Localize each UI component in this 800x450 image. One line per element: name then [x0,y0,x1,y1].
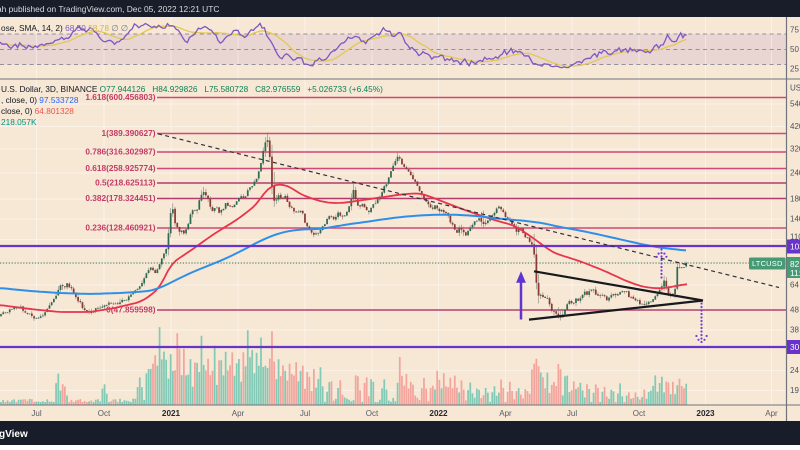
svg-text:140: 140 [790,215,800,224]
svg-text:USD: USD [790,84,800,93]
svg-text:Jul: Jul [300,409,310,418]
svg-text:240: 240 [790,169,800,178]
svg-text:218.057K: 218.057K [1,117,37,127]
svg-text:75: 75 [790,26,799,35]
svg-text:gView: gView [0,429,28,440]
svg-text:1(389.390627): 1(389.390627) [102,128,156,138]
svg-text:Jul: Jul [567,409,577,418]
svg-text:Oct: Oct [633,409,646,418]
svg-text:0(47.859598): 0(47.859598) [106,305,156,315]
svg-text:Oct: Oct [98,409,111,418]
svg-text:19: 19 [790,386,799,395]
svg-text:30.1: 30.1 [790,342,800,352]
svg-text:64: 64 [790,281,799,290]
svg-text:, close, 0) 97.533728: , close, 0) 97.533728 [1,95,79,105]
svg-text:540: 540 [790,100,800,109]
svg-text:Apr: Apr [499,409,512,418]
svg-text:48: 48 [790,306,799,315]
svg-text:Jul: Jul [31,409,41,418]
svg-text:Oct: Oct [366,409,379,418]
svg-text:0.618(258.925774): 0.618(258.925774) [85,163,155,173]
svg-text:420: 420 [790,122,800,131]
svg-text:Apr: Apr [765,409,778,418]
svg-text:320: 320 [790,145,800,154]
svg-text:Apr: Apr [232,409,245,418]
svg-text:2021: 2021 [162,409,181,418]
svg-text:180: 180 [790,195,800,204]
svg-text:103: 103 [790,242,800,252]
svg-text:50: 50 [790,45,799,54]
svg-text:82.9: 82.9 [790,259,800,269]
svg-text:close, 0) 64.801328: close, 0) 64.801328 [1,106,74,116]
svg-text:ah published on TradingView.co: ah published on TradingView.com, Dec 05,… [0,4,219,14]
svg-text:2022: 2022 [429,409,448,418]
svg-text:0.5(218.625113): 0.5(218.625113) [95,178,156,188]
svg-text:U.S. Dollar, 3D, BINANCE O77.9: U.S. Dollar, 3D, BINANCE O77.944126 H84.… [1,84,383,94]
svg-text:38: 38 [790,326,799,335]
svg-text:11:3: 11:3 [790,268,800,278]
svg-text:0.382(178.324451): 0.382(178.324451) [85,193,155,203]
svg-text:LTCUSD: LTCUSD [752,259,783,268]
svg-text:24: 24 [790,366,799,375]
svg-text:0.786(316.302987): 0.786(316.302987) [85,147,155,157]
svg-text:110: 110 [790,233,800,242]
svg-text:2023: 2023 [696,409,715,418]
svg-text:25: 25 [790,65,799,74]
svg-text:1.618(600.456803): 1.618(600.456803) [85,92,155,102]
svg-text:0.236(128.460921): 0.236(128.460921) [85,223,155,233]
svg-text:ose, SMA, 14, 2) 68.50 58.78 ∅: ose, SMA, 14, 2) 68.50 58.78 ∅ ∅ [1,23,128,33]
